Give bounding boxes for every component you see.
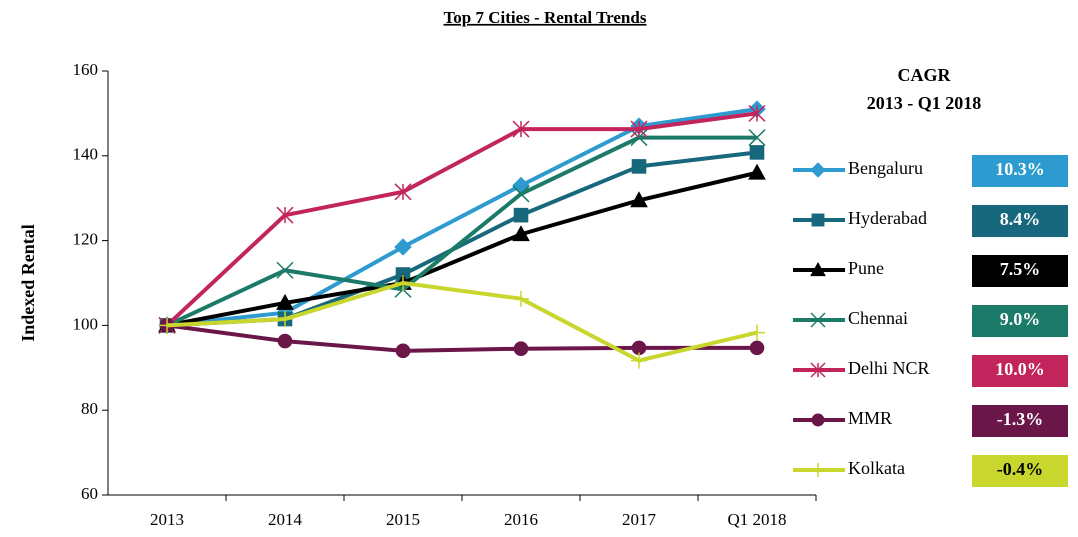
marker [513,290,529,307]
y-tick-label: 120 [73,230,99,249]
legend-label: Kolkata [848,458,905,478]
marker [748,163,766,180]
marker [276,261,294,279]
marker [276,293,294,310]
y-axis-label: Indexed Rental [18,224,38,342]
cagr-box [972,255,1068,287]
legend-label: Delhi NCR [848,358,930,378]
cagr-box [972,205,1068,237]
marker [811,213,825,227]
series-line [166,323,757,353]
cagr-label: -1.3% [997,409,1044,429]
series-line [166,170,758,328]
cagr-box [972,155,1068,187]
cagr-label: -0.4% [997,459,1044,479]
marker [512,225,530,242]
cagr-label: 8.4% [1000,209,1041,229]
marker [630,191,648,208]
cagr-box [972,355,1068,387]
cagr-label: 9.0% [1000,309,1041,329]
marker [810,162,826,178]
marker [394,183,412,201]
marker [811,463,825,477]
legend-label: Bengaluru [848,158,923,178]
marker [395,275,411,291]
marker [749,145,765,160]
marker [395,343,411,359]
marker [810,362,826,378]
marker [631,159,647,174]
marker [513,207,529,223]
cagr-title: CAGR [898,65,952,85]
marker [631,352,647,369]
legend-label: MMR [848,408,892,428]
cagr-label: 10.3% [995,159,1045,179]
marker [277,333,293,349]
marker [810,261,826,277]
marker [159,317,175,334]
cagr-label: 7.5% [1000,259,1041,279]
legend-label: Chennai [848,308,908,328]
cagr-box [972,405,1068,437]
chart-title: Top 7 Cities - Rental Trends [444,8,647,27]
marker [749,340,765,356]
marker [748,129,766,147]
marker [630,120,648,138]
marker [512,185,530,203]
legend-label: Pune [848,258,884,278]
marker [748,104,766,122]
y-tick-label: 160 [73,60,99,79]
series-line [165,111,758,327]
cagr-box [972,455,1068,487]
y-tick-label: 80 [81,399,98,418]
x-tick-label: 2015 [386,510,420,529]
marker [810,312,826,328]
series [158,104,766,334]
series-line [166,107,758,328]
x-tick-label: 2016 [504,510,538,529]
cagr-title: 2013 - Q1 2018 [867,93,982,113]
x-tick-label: 2013 [150,510,184,529]
cagr-box [972,305,1068,337]
x-tick-label: 2014 [268,510,303,529]
marker [394,238,412,256]
x-tick-label: 2017 [622,510,657,529]
y-tick-label: 100 [73,314,99,333]
series-line [166,135,757,328]
series-line [166,281,758,363]
marker [276,206,294,224]
marker [512,120,530,138]
series [159,275,765,369]
marker [513,341,529,357]
series [159,145,765,333]
series-line [166,150,758,328]
x-tick-label: Q1 2018 [727,510,786,529]
legend-label: Hyderabad [848,208,927,228]
y-tick-label: 140 [73,145,99,164]
marker [749,324,765,341]
marker [277,311,293,328]
cagr-label: 10.0% [995,359,1045,379]
marker [811,413,825,427]
y-tick-label: 60 [81,484,98,503]
marker [630,129,648,147]
